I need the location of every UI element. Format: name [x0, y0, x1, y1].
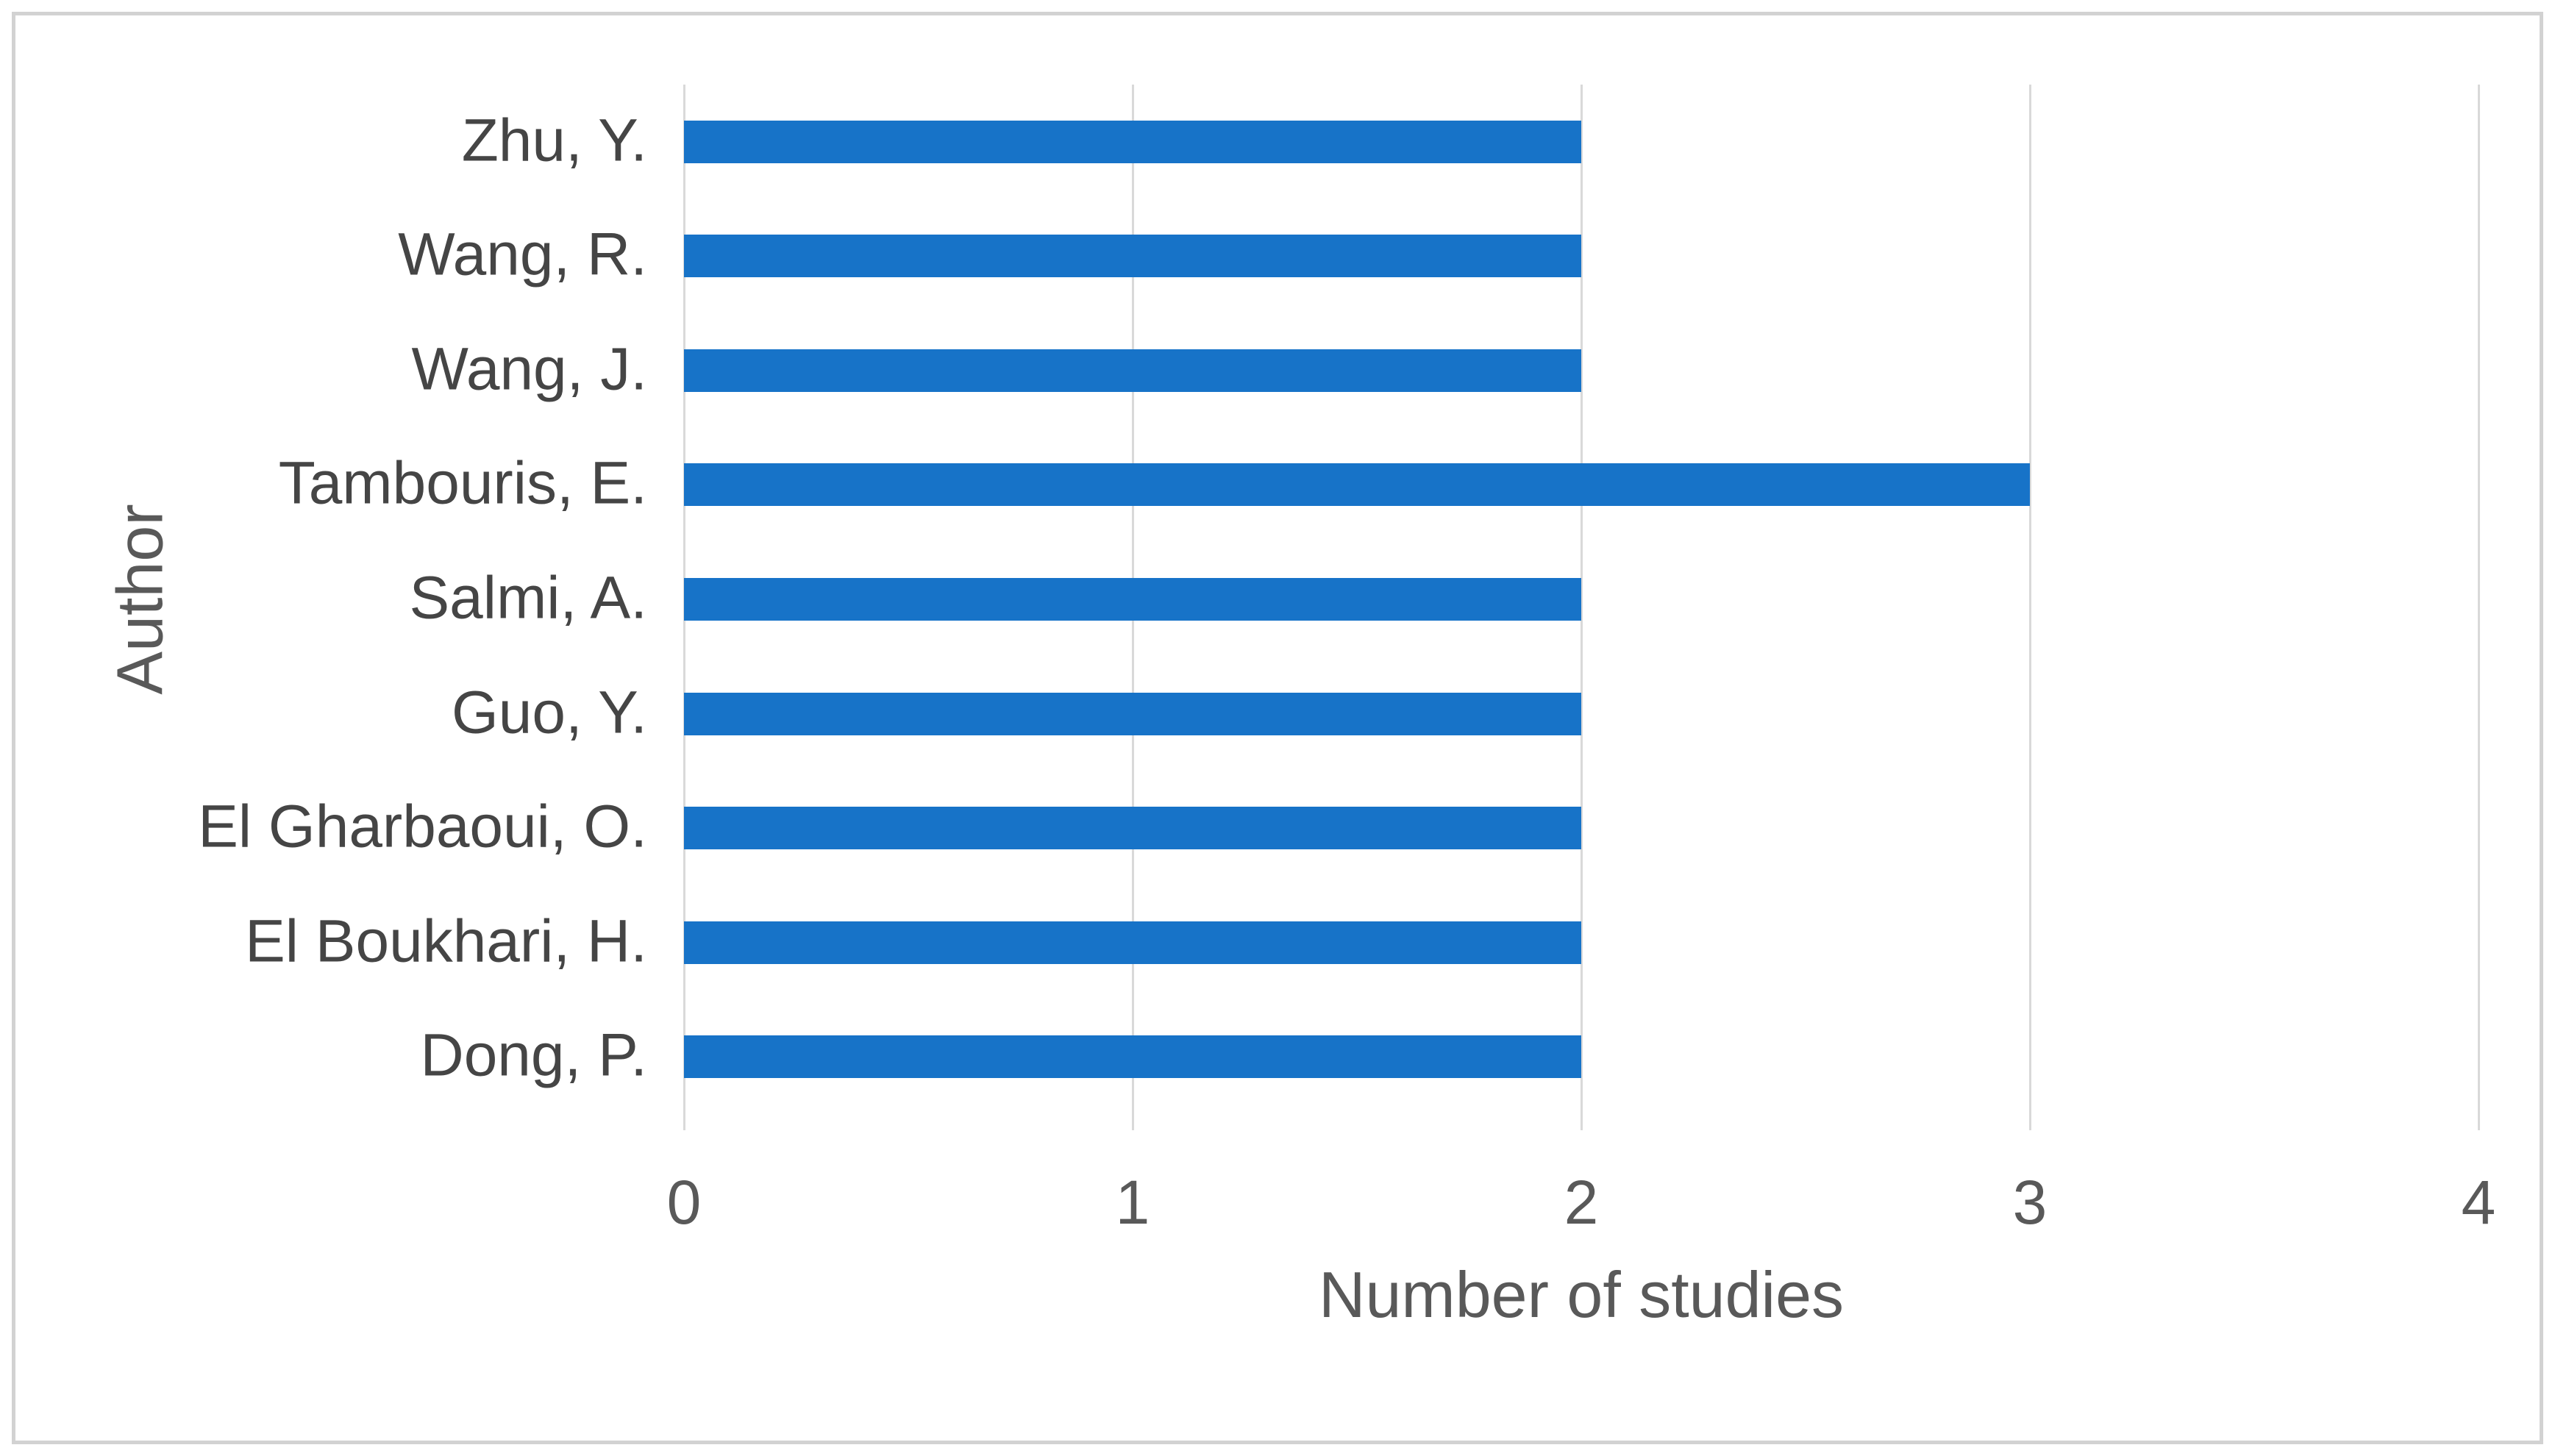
- y-axis-category-label: El Gharbaoui, O.: [198, 793, 647, 860]
- x-axis-ticks: 0 1 2 3 4: [667, 1168, 2496, 1252]
- bar: [684, 463, 2030, 507]
- y-axis-category-label: Dong, P.: [420, 1021, 647, 1089]
- bar: [684, 921, 1581, 964]
- chart-figure: Author Zhu, Y. Wang, R. Wang, J. Tambouris,…: [12, 12, 2543, 1444]
- y-axis-labels: Zhu, Y. Wang, R. Wang, J. Tambouris, E. Salm…: [111, 85, 647, 1114]
- x-axis-tick-label: 3: [2012, 1168, 2048, 1237]
- x-axis-title: Number of studies: [684, 1258, 2479, 1331]
- x-axis-tick-label: 2: [1564, 1168, 1599, 1237]
- x-axis-tick-label: 1: [1115, 1168, 1150, 1237]
- bar: [684, 235, 1581, 278]
- y-axis-category-label: Guo, Y.: [452, 678, 647, 746]
- bar: [684, 349, 1581, 392]
- bar: [684, 1035, 1581, 1079]
- bar: [684, 578, 1581, 621]
- x-axis-tick-label: 0: [666, 1168, 702, 1237]
- bar: [684, 692, 1581, 735]
- y-axis-category-label: Zhu, Y.: [461, 107, 647, 174]
- gridline-x-4: [2478, 85, 2480, 1130]
- y-axis-category-label: Wang, R.: [398, 221, 647, 288]
- gridline-x-3: [2029, 85, 2031, 1130]
- plot-area: [683, 85, 2480, 1130]
- bar: [684, 120, 1581, 163]
- y-axis-category-label: Tambouris, E.: [278, 449, 647, 517]
- y-axis-category-label: Salmi, A.: [409, 564, 647, 632]
- y-axis-category-label: El Boukhari, H.: [245, 907, 647, 975]
- y-axis-category-label: Wang, J.: [411, 335, 647, 403]
- x-axis-title-text: Number of studies: [1318, 1258, 1845, 1331]
- gridline-x-2: [1581, 85, 1583, 1130]
- bar: [684, 807, 1581, 850]
- x-axis-tick-label: 4: [2461, 1168, 2496, 1237]
